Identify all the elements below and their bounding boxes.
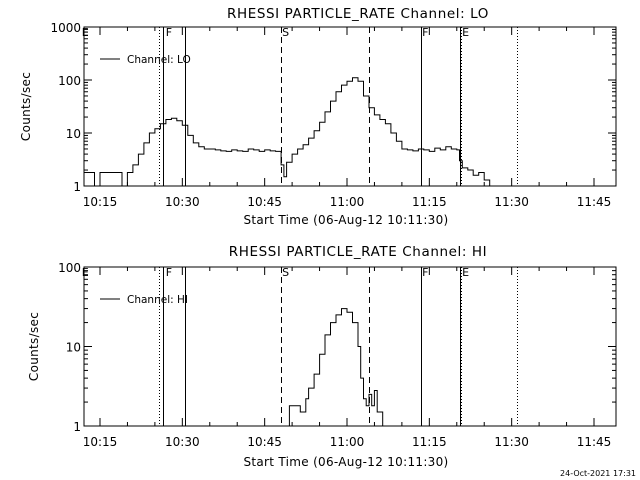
legend-label: Channel: HI [127,294,188,306]
x-tick-label: 11:30 [494,195,529,209]
x-tick-label: 11:00 [330,435,365,449]
x-tick-label: 11:45 [577,435,612,449]
event-marker-label: F [422,266,428,279]
event-marker-label: S [282,266,289,279]
panel-hi: RHESSI PARTICLE_RATE Channel: HI 1 10 100 10… [27,244,617,469]
chart-title: RHESSI PARTICLE_RATE Channel: LO [227,6,489,22]
x-tick-label: 10:30 [165,435,200,449]
event-marker-label: E [462,266,469,279]
y-tick-label: 10 [66,127,81,141]
x-tick-label: 11:15 [412,435,447,449]
panel-lo: RHESSI PARTICLE_RATE Channel: LO 1 10 100 10… [19,6,617,227]
series-line [84,77,515,186]
legend-label: Channel: LO [127,54,191,66]
x-tick-label: 11:45 [577,195,612,209]
y-tick-label: 10 [66,341,81,355]
y-axis-label: Counts/sec [27,312,41,381]
event-marker-label: E [462,26,469,39]
event-marker-label: S [282,26,289,39]
x-tick-label: 10:45 [247,195,282,209]
x-tick-label: 11:15 [412,195,447,209]
chart-title: RHESSI PARTICLE_RATE Channel: HI [229,244,488,260]
y-tick-label: 100 [58,261,81,275]
x-tick-label: 10:30 [165,195,200,209]
event-marker-label: E [82,266,89,279]
y-tick-label: 1 [73,180,81,194]
x-tick-label: 10:15 [83,195,118,209]
x-tick-label: 10:15 [83,435,118,449]
event-marker-label: F [166,266,172,279]
event-marker-label: F [166,26,172,39]
x-tick-label: 10:45 [247,435,282,449]
x-tick-label: 11:00 [330,195,365,209]
y-tick-label: 100 [58,74,81,88]
series-line [283,308,386,426]
x-tick-label: 11:30 [494,435,529,449]
plot-frame [83,26,617,187]
y-tick-label: 1 [73,420,81,434]
x-axis-label: Start Time (06-Aug-12 10:11:30) [243,455,448,469]
event-marker-label: F [422,26,428,39]
y-tick-label: 1000 [50,21,81,35]
footer-timestamp: 24-Oct-2021 17:31 [560,469,636,478]
event-marker-label: E [82,26,89,39]
x-axis-label: Start Time (06-Aug-12 10:11:30) [243,213,448,227]
y-axis-label: Counts/sec [19,72,33,141]
